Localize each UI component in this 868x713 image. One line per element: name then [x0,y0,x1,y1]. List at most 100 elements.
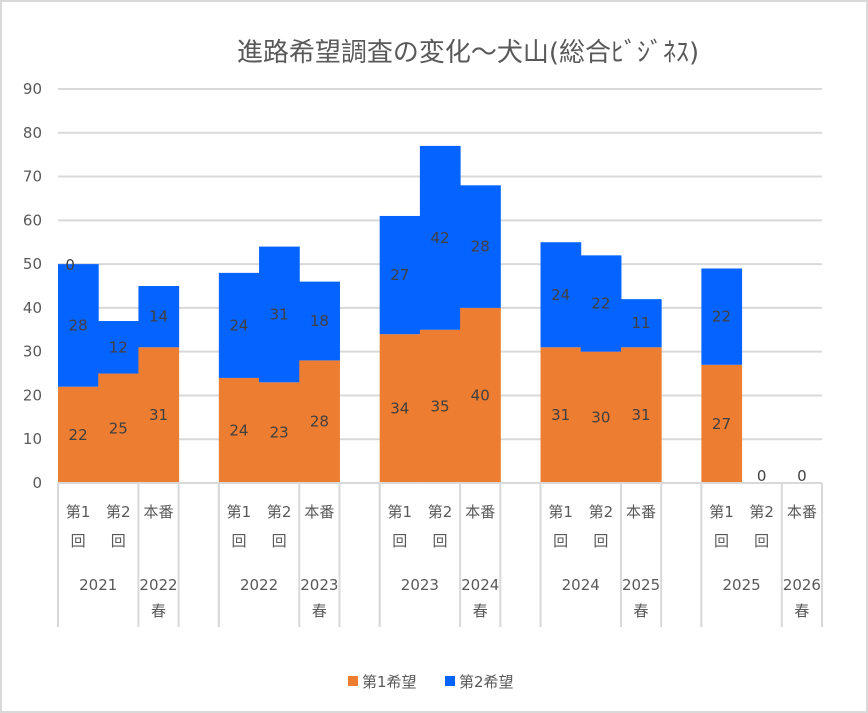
bar-first-choice [299,360,340,483]
bar-first-choice [218,377,260,483]
category-label-first-round: 第1 [66,503,91,521]
bar-first-choice [620,347,662,483]
bar-second-choice [580,255,622,352]
bar-first-choice [138,347,180,483]
bar-first-choice [419,329,461,483]
bar-second-choice [379,215,421,335]
group-label-next-year: 2025 [622,576,660,594]
group-label-spring: 春 [151,602,166,620]
group-label-year: 2022 [240,576,278,594]
data-label-first-choice: 35 [430,397,449,415]
category-label-second-round: 第2 [589,503,614,521]
legend-label-first-choice: 第1希望 [362,673,417,691]
data-label-first-choice: 27 [712,415,731,433]
data-label-second-choice: 31 [270,305,289,323]
data-label-second-choice: 28 [471,238,490,256]
data-label-first-choice: 28 [310,413,329,431]
category-label-second-round-line2: 回 [432,532,447,550]
bar-second-choice [299,281,340,361]
group-label-next-year: 2026 [783,576,821,594]
bar-first-choice [580,351,622,483]
legend: 第1希望 第2希望 [348,673,514,691]
category-label-final: 本番 [304,503,334,521]
legend-label-second-choice: 第2希望 [459,673,514,691]
data-label-first-choice: 0 [797,467,807,485]
data-label-first-choice: 24 [229,421,248,439]
bar-second-choice [58,264,99,387]
data-labels: 22 28 25 12 31 14 24 24 23 31 28 18 34 27 35 42 40 28 31 24… [65,229,806,485]
y-tick-label: 0 [32,474,42,492]
category-label-final: 本番 [465,503,495,521]
group-label-next-year: 2024 [461,576,499,594]
group-label-year: 2024 [562,576,600,594]
category-label-second-round-line2: 回 [593,532,608,550]
data-label-first-choice: 30 [591,408,610,426]
group-label-spring: 春 [634,602,649,620]
y-tick-label: 80 [23,124,42,142]
category-label-first-round-line2: 回 [553,532,568,550]
category-label-second-round-line2: 回 [272,532,287,550]
bar-first-choice [701,364,743,483]
category-label-second-round: 第2 [106,503,131,521]
legend-swatch-second-choice [445,676,455,686]
data-label-second-choice: 18 [310,312,329,330]
category-label-second-round-line2: 回 [754,532,769,550]
data-label-second-choice: 12 [109,338,128,356]
data-label-first-choice: 31 [551,406,570,424]
y-tick-label: 40 [23,299,42,317]
category-label-first-round-line2: 回 [392,532,407,550]
category-label-final: 本番 [787,503,817,521]
data-label-second-choice: 24 [229,316,248,334]
data-label-second-choice: 28 [69,316,88,334]
bar-first-choice [259,382,300,483]
data-label-first-choice: 22 [69,426,88,444]
bar-second-choice [138,286,180,348]
bar-first-choice [460,307,501,483]
bar-second-choice [218,272,260,378]
data-label-second-choice: 27 [390,266,409,284]
category-label-first-round-line2: 回 [714,532,729,550]
data-label-first-choice: 31 [149,406,168,424]
y-axis-ticks: 0 10 20 30 40 50 60 70 80 90 [23,80,42,492]
chart-title: 進路希望調査の変化～犬山(総合ﾋﾞｼﾞﾈｽ) [237,38,699,68]
category-label-final: 本番 [626,503,656,521]
group-label-next-year: 2022 [139,576,177,594]
bar-second-choice [419,145,461,330]
data-label-first-choice: 31 [632,406,651,424]
data-label-first-choice: 23 [270,424,289,442]
bar-second-choice [259,246,300,383]
y-tick-label: 10 [23,430,42,448]
bar-first-choice [540,347,582,483]
group-label-spring: 春 [794,602,809,620]
group-label-spring: 春 [473,602,488,620]
group-label-year: 2025 [722,576,760,594]
category-label-first-round: 第1 [548,503,573,521]
data-label-first-choice: 40 [471,386,490,404]
data-label-first-choice: 0 [757,467,767,485]
data-label-second-choice: 42 [430,229,449,247]
category-label-first-round-line2: 回 [71,532,86,550]
category-label-first-round-line2: 回 [231,532,246,550]
category-label-first-round: 第1 [709,503,734,521]
category-label-first-round: 第1 [227,503,252,521]
legend-swatch-first-choice [348,676,358,686]
category-label-second-round-line2: 回 [111,532,126,550]
y-tick-label: 50 [23,255,42,273]
data-label-second-choice: 14 [149,308,168,326]
bar-first-choice [98,373,139,483]
data-label-second-choice: 11 [632,314,651,332]
bar-first-choice [58,386,99,483]
data-label-second-choice: 22 [712,308,731,326]
category-label-second-round: 第2 [267,503,292,521]
y-tick-label: 60 [23,211,42,229]
category-label-second-round: 第2 [428,503,453,521]
category-label-second-round: 第2 [749,503,774,521]
bar-first-choice [379,334,421,483]
data-label-first-choice: 25 [109,419,128,437]
group-label-next-year: 2023 [300,576,338,594]
bar-second-choice [701,268,743,365]
data-label-second-choice: 22 [591,295,610,313]
category-label-final: 本番 [144,503,174,521]
y-tick-label: 20 [23,386,42,404]
